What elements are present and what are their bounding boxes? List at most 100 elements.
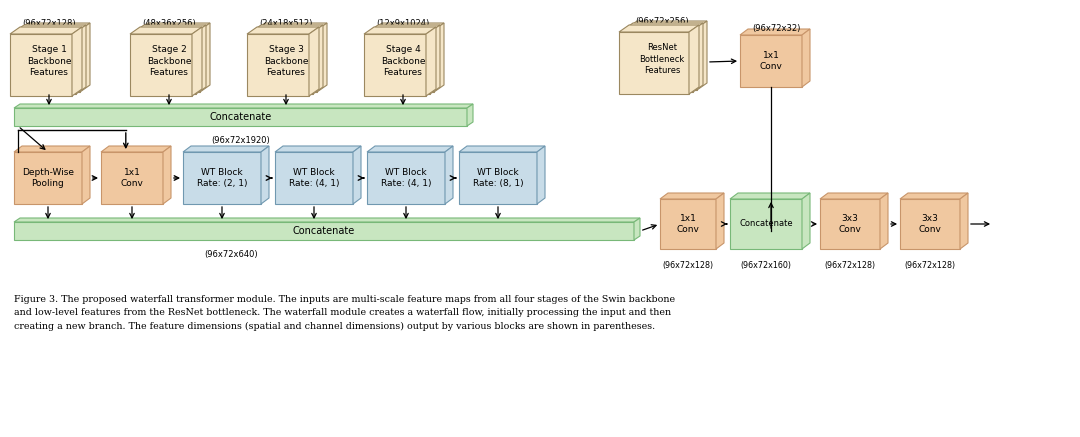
- Text: Stage 3
Backbone
Features: Stage 3 Backbone Features: [264, 45, 308, 77]
- Polygon shape: [697, 21, 707, 90]
- Polygon shape: [619, 32, 689, 94]
- Polygon shape: [10, 27, 82, 34]
- Polygon shape: [309, 27, 319, 96]
- Polygon shape: [730, 193, 810, 199]
- Polygon shape: [820, 199, 880, 249]
- Text: Concatenate: Concatenate: [739, 219, 793, 229]
- Polygon shape: [459, 152, 537, 204]
- Polygon shape: [130, 34, 192, 96]
- Text: WT Block
Rate: (2, 1): WT Block Rate: (2, 1): [197, 168, 247, 188]
- Text: 1x1
Conv: 1x1 Conv: [759, 51, 782, 71]
- Text: WT Block
Rate: (4, 1): WT Block Rate: (4, 1): [381, 168, 431, 188]
- Text: WT Block
Rate: (4, 1): WT Block Rate: (4, 1): [288, 168, 339, 188]
- Polygon shape: [623, 23, 703, 30]
- Polygon shape: [364, 34, 426, 96]
- Text: (96x72x128): (96x72x128): [662, 261, 714, 270]
- Text: ResNet
Bottleneck
Features: ResNet Bottleneck Features: [639, 43, 685, 75]
- Polygon shape: [430, 25, 440, 94]
- Polygon shape: [138, 30, 200, 92]
- Polygon shape: [313, 25, 323, 94]
- Polygon shape: [18, 23, 90, 30]
- Polygon shape: [368, 32, 430, 94]
- Text: WT Block
Rate: (8, 1): WT Block Rate: (8, 1): [473, 168, 524, 188]
- Polygon shape: [802, 29, 810, 87]
- Text: Stage 1
Backbone
Features: Stage 1 Backbone Features: [27, 45, 71, 77]
- Polygon shape: [72, 27, 82, 96]
- Polygon shape: [689, 25, 699, 94]
- Text: (48x36x256): (48x36x256): [143, 19, 195, 28]
- Polygon shape: [14, 25, 86, 32]
- Polygon shape: [275, 152, 353, 204]
- Polygon shape: [740, 35, 802, 87]
- Polygon shape: [627, 21, 707, 28]
- Polygon shape: [134, 32, 195, 94]
- Text: Stage 2
Backbone
Features: Stage 2 Backbone Features: [147, 45, 191, 77]
- Polygon shape: [192, 27, 202, 96]
- Polygon shape: [820, 193, 888, 199]
- Polygon shape: [14, 146, 90, 152]
- Polygon shape: [247, 27, 319, 34]
- Polygon shape: [467, 104, 473, 126]
- Polygon shape: [627, 28, 697, 90]
- Polygon shape: [102, 146, 171, 152]
- Polygon shape: [14, 152, 82, 204]
- Text: (24x18x512): (24x18x512): [259, 19, 313, 28]
- Polygon shape: [163, 146, 171, 204]
- Polygon shape: [880, 193, 888, 249]
- Polygon shape: [251, 32, 313, 94]
- Polygon shape: [10, 34, 72, 96]
- Polygon shape: [740, 29, 810, 35]
- Polygon shape: [367, 152, 445, 204]
- Polygon shape: [14, 218, 640, 222]
- Polygon shape: [255, 30, 318, 92]
- Text: Figure 3. The proposed waterfall transformer module. The inputs are multi-scale : Figure 3. The proposed waterfall transfo…: [14, 295, 675, 331]
- Text: 3x3
Conv: 3x3 Conv: [838, 214, 862, 234]
- Polygon shape: [372, 30, 434, 92]
- Polygon shape: [82, 146, 90, 204]
- Polygon shape: [102, 152, 163, 204]
- Text: (96x72x640): (96x72x640): [204, 250, 258, 259]
- Polygon shape: [660, 199, 716, 249]
- Text: 1x1
Conv: 1x1 Conv: [676, 214, 700, 234]
- Text: (96x72x32): (96x72x32): [752, 24, 800, 33]
- Text: (96x72x1920): (96x72x1920): [211, 136, 270, 145]
- Text: Concatenate: Concatenate: [293, 226, 355, 236]
- Polygon shape: [134, 25, 206, 32]
- Polygon shape: [537, 146, 545, 204]
- Polygon shape: [183, 146, 269, 152]
- Polygon shape: [900, 199, 960, 249]
- Polygon shape: [76, 25, 86, 94]
- Text: 3x3
Conv: 3x3 Conv: [919, 214, 942, 234]
- Polygon shape: [195, 25, 206, 94]
- Polygon shape: [660, 193, 724, 199]
- Polygon shape: [459, 146, 545, 152]
- Polygon shape: [138, 23, 210, 30]
- Polygon shape: [730, 199, 802, 249]
- Text: (96x72x128): (96x72x128): [23, 19, 76, 28]
- Polygon shape: [130, 27, 202, 34]
- Polygon shape: [434, 23, 444, 92]
- Text: Stage 4
Backbone
Features: Stage 4 Backbone Features: [381, 45, 426, 77]
- Polygon shape: [372, 23, 444, 30]
- Text: (12x9x1024): (12x9x1024): [376, 19, 430, 28]
- Polygon shape: [353, 146, 361, 204]
- Polygon shape: [14, 108, 467, 126]
- Polygon shape: [14, 222, 634, 240]
- Polygon shape: [14, 32, 76, 94]
- Polygon shape: [634, 218, 640, 240]
- Polygon shape: [900, 193, 968, 199]
- Polygon shape: [802, 193, 810, 249]
- Text: Depth-Wise
Pooling: Depth-Wise Pooling: [22, 168, 75, 188]
- Polygon shape: [261, 146, 269, 204]
- Text: (96x72x160): (96x72x160): [741, 261, 792, 270]
- Text: Concatenate: Concatenate: [210, 112, 272, 122]
- Polygon shape: [693, 23, 703, 92]
- Polygon shape: [200, 23, 210, 92]
- Text: 1x1
Conv: 1x1 Conv: [121, 168, 144, 188]
- Polygon shape: [255, 23, 327, 30]
- Polygon shape: [80, 23, 90, 92]
- Polygon shape: [364, 27, 436, 34]
- Text: (96x72x256): (96x72x256): [635, 17, 689, 26]
- Polygon shape: [716, 193, 724, 249]
- Polygon shape: [426, 27, 436, 96]
